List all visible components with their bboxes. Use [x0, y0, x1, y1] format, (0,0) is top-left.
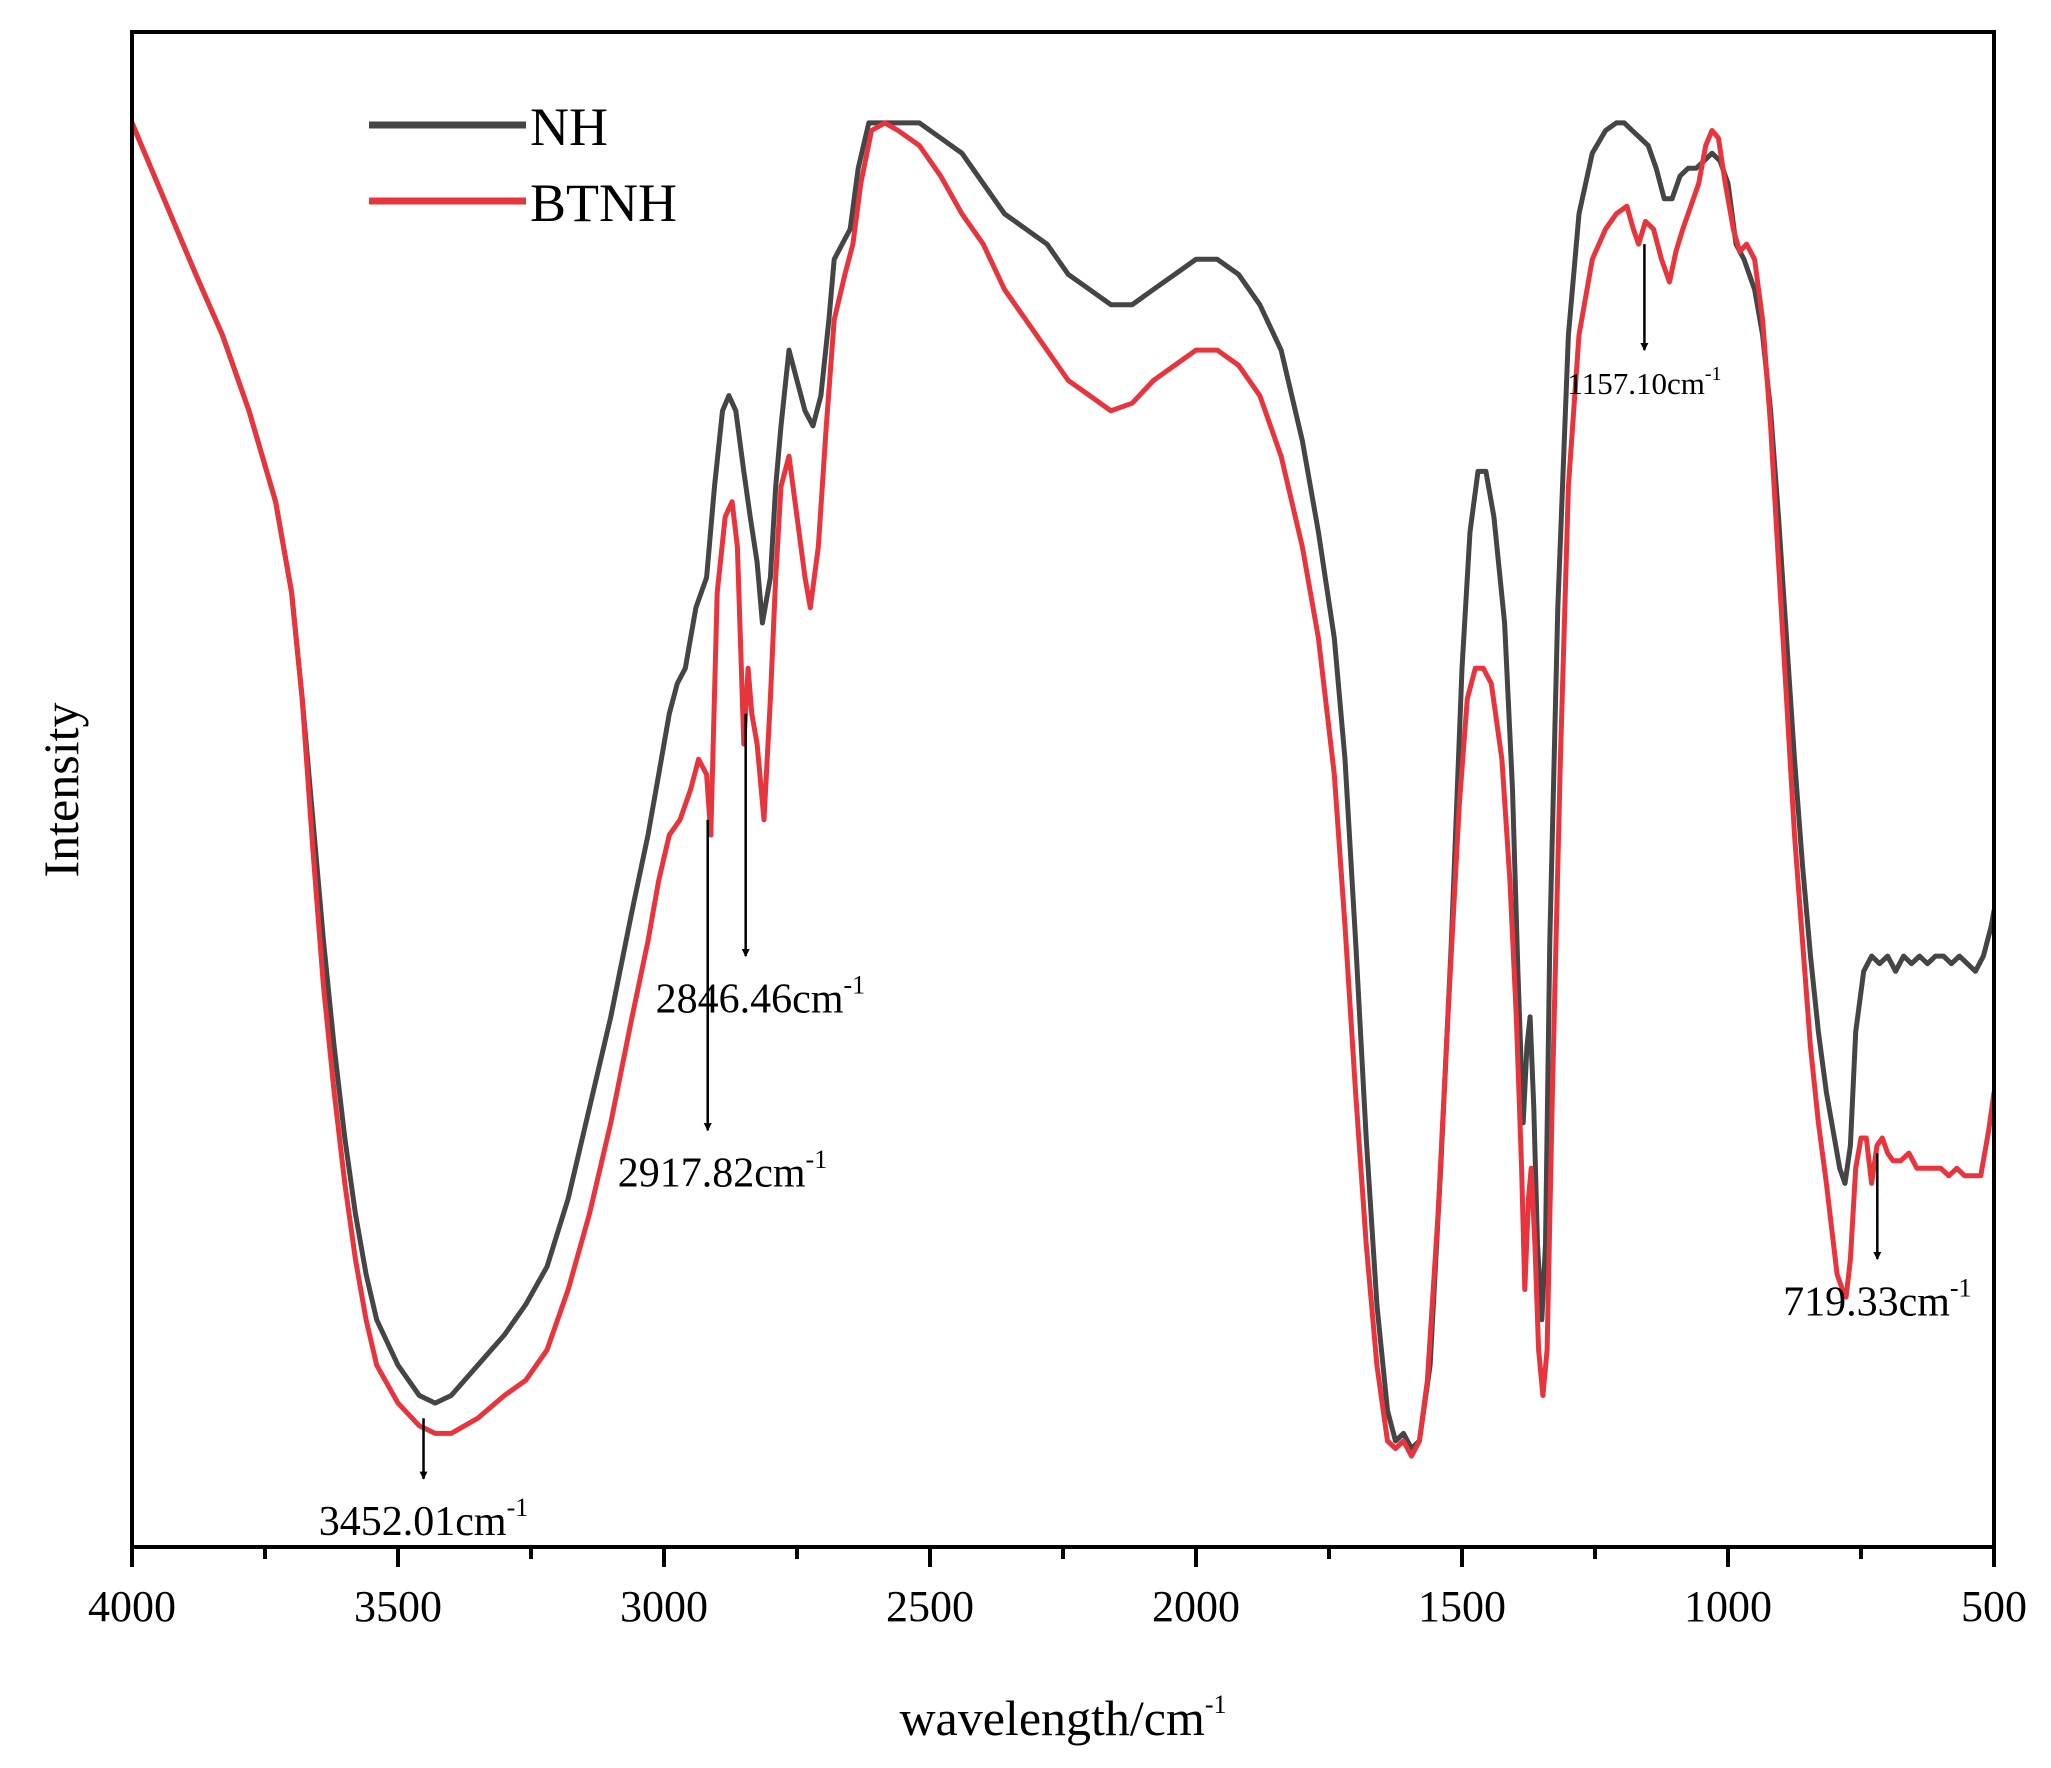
legend-label-nh: NH: [530, 97, 608, 157]
annotation-label-text: 2917.82cm: [618, 1151, 806, 1197]
y-axis-title: Intensity: [33, 703, 89, 878]
x-tick-label: 500: [1961, 1582, 2027, 1631]
annotation-label: 1157.10cm-1: [1567, 363, 1721, 401]
annotation-label-sup: -1: [806, 1145, 828, 1174]
x-axis-ticks: 4000 3500 3000 2500 2000 1500 1000 500: [88, 1547, 2027, 1631]
legend: NH BTNH: [369, 97, 677, 233]
annotation-label-text: 1157.10cm: [1567, 366, 1704, 401]
x-axis-title-sup: -1: [1205, 1690, 1227, 1719]
x-tick-label: 2000: [1152, 1582, 1240, 1631]
annotation-label-sup: -1: [1950, 1274, 1972, 1303]
x-axis-title: wavelength/cm-1: [899, 1690, 1226, 1746]
annotation-label: 3452.01cm-1: [319, 1493, 528, 1545]
annotation-label-sup: -1: [507, 1493, 529, 1522]
annotation-label: 2846.46cm-1: [656, 971, 865, 1023]
series-layer: [132, 120, 1994, 1459]
annotation-label-text: 719.33cm: [1783, 1279, 1950, 1325]
annotation-label: 719.33cm-1: [1783, 1274, 1971, 1326]
annotation-label-sup: -1: [843, 971, 865, 1000]
annotation-label-sup: -1: [1705, 363, 1722, 385]
annotation-label-text: 2846.46cm: [656, 976, 844, 1022]
x-tick-label: 3000: [620, 1582, 708, 1631]
x-axis-title-text: wavelength/cm: [899, 1690, 1205, 1746]
x-tick-label: 4000: [88, 1582, 176, 1631]
x-tick-label: 2500: [886, 1582, 974, 1631]
annotation-label: 2917.82cm-1: [618, 1145, 827, 1197]
x-tick-label: 3500: [354, 1582, 442, 1631]
annotations: 3452.01cm-12917.82cm-12846.46cm-11157.10…: [319, 244, 1972, 1545]
legend-label-btnh: BTNH: [530, 173, 677, 233]
annotation-label-text: 3452.01cm: [319, 1499, 507, 1545]
plot-frame: [130, 30, 1996, 1549]
x-tick-label: 1000: [1684, 1582, 1772, 1631]
x-tick-label: 1500: [1418, 1582, 1506, 1631]
series-line-btnh: [132, 120, 1994, 1459]
series-line-nh: [132, 120, 1994, 1451]
